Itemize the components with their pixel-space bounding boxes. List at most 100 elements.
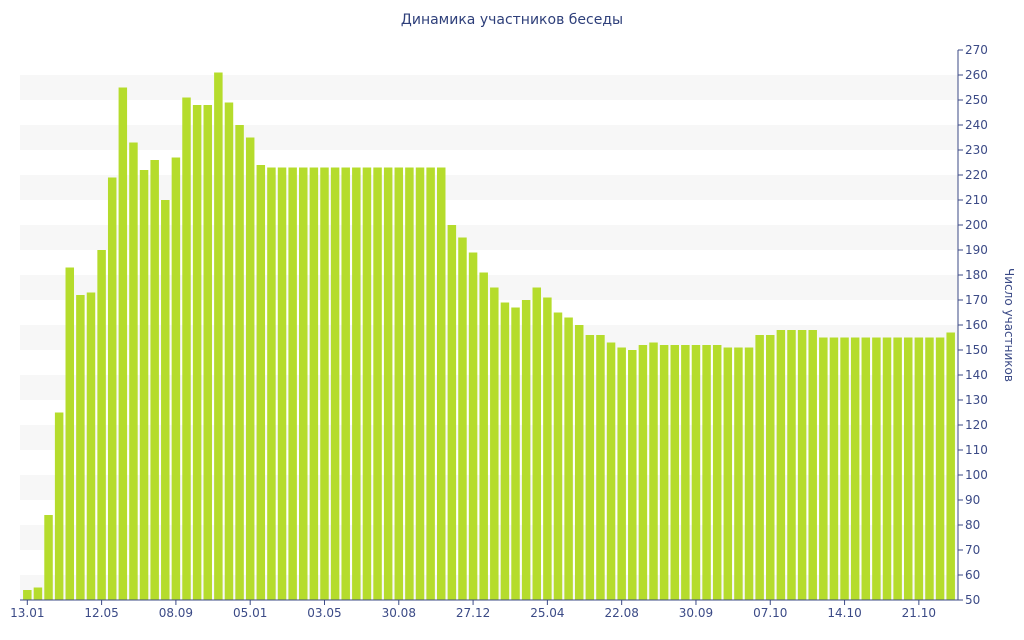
bar[interactable] [808,330,817,600]
y-tick-label: 190 [965,243,988,257]
bar[interactable] [107,177,117,601]
bar[interactable] [139,170,149,600]
bar[interactable] [171,157,181,601]
bar[interactable] [341,167,350,601]
bar[interactable] [150,160,159,600]
bar[interactable] [670,345,679,600]
bar[interactable] [585,335,595,600]
bar[interactable] [288,167,297,601]
bar[interactable] [436,167,446,601]
bar[interactable] [182,97,191,601]
bar[interactable] [638,345,648,600]
bar[interactable] [426,167,435,601]
bar[interactable] [383,167,393,601]
bar[interactable] [500,302,510,601]
y-tick-label: 130 [965,393,988,407]
bar[interactable] [882,337,892,601]
bar[interactable] [65,267,75,601]
bar[interactable] [224,102,234,601]
bar[interactable] [44,515,53,600]
y-axis: 50 60 70 80 90 100 110 120 130 140 150 160 170 180 190… [957,43,988,607]
bar[interactable] [574,325,584,600]
bar[interactable] [256,165,266,600]
bar[interactable] [744,347,754,601]
bar[interactable] [447,225,457,600]
bar[interactable] [352,167,361,601]
bar[interactable] [299,167,308,601]
bar[interactable] [490,287,499,601]
bar[interactable] [54,412,64,601]
bar[interactable] [935,337,945,601]
bar[interactable] [553,312,563,601]
bar[interactable] [129,142,138,601]
bar[interactable] [521,300,531,600]
bar[interactable] [235,125,244,600]
bar[interactable] [543,297,552,601]
bar[interactable] [617,347,626,601]
x-tick-label: 27.12 [456,606,490,620]
bar[interactable] [192,105,202,600]
bar[interactable] [309,167,319,601]
bar[interactable] [277,167,287,601]
bar[interactable] [245,137,255,601]
bar[interactable] [946,332,955,601]
bar[interactable] [606,342,616,601]
bar[interactable] [394,167,404,601]
bar[interactable] [330,167,340,601]
bar[interactable] [819,337,828,601]
bar[interactable] [649,342,658,601]
y-tick-label: 60 [965,568,980,582]
bar[interactable] [33,587,43,601]
bar[interactable] [214,72,223,601]
bar[interactable] [755,335,764,600]
bar[interactable] [203,105,212,600]
bar[interactable] [373,167,382,601]
bar[interactable] [564,317,573,601]
bar[interactable] [861,337,871,601]
bar[interactable] [596,335,605,600]
bar[interactable] [712,345,722,600]
bar[interactable] [723,347,733,601]
bar[interactable] [776,330,786,600]
bar[interactable] [903,337,913,601]
bar[interactable] [532,287,542,601]
bar[interactable] [405,167,414,601]
bar[interactable] [458,237,467,601]
bar[interactable] [86,292,96,601]
bar[interactable] [479,272,488,601]
bar[interactable] [893,337,902,601]
x-tick-label: 05.01 [233,606,267,620]
bar[interactable] [161,200,170,600]
bar[interactable] [797,330,807,600]
bar[interactable] [468,252,478,601]
bar[interactable] [659,345,669,600]
bar[interactable] [850,337,860,601]
bar[interactable] [766,335,775,600]
bar[interactable] [787,330,796,600]
bar[interactable] [118,87,128,601]
bar[interactable] [362,167,372,601]
y-tick-label: 100 [965,468,988,482]
y-tick-label: 250 [965,93,988,107]
y-tick-label: 110 [965,443,988,457]
bar[interactable] [734,347,743,601]
bar[interactable] [829,337,839,601]
bar[interactable] [681,345,690,600]
bar[interactable] [702,345,711,600]
bar[interactable] [691,345,701,600]
bar[interactable] [267,167,276,601]
x-axis: 13.01 12.05 08.09 05.01 03.05 30.08 27.12 25.04… [10,599,958,620]
x-tick-label: 25.04 [530,606,564,620]
bar[interactable] [97,250,106,600]
grid-band [20,475,958,500]
bar[interactable] [628,350,637,600]
bar[interactable] [320,167,329,601]
bar[interactable] [872,337,881,601]
bar[interactable] [511,307,520,601]
bar[interactable] [23,590,32,600]
bar[interactable] [76,295,85,600]
bar[interactable] [914,337,924,601]
bar[interactable] [840,337,849,601]
bar[interactable] [415,167,425,601]
bar[interactable] [925,337,934,601]
